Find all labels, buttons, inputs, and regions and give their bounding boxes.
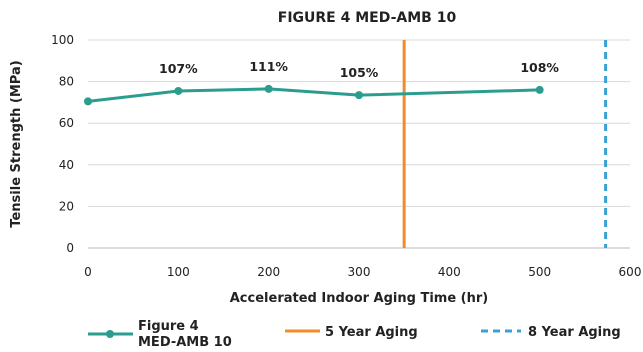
- y-axis: 0 20 40 60 80 100: [51, 33, 74, 255]
- data-label: 111%: [249, 59, 288, 74]
- data-label: 105%: [340, 65, 379, 80]
- chart-title: FIGURE 4 MED-AMB 10: [278, 10, 457, 26]
- y-tick-label: 80: [59, 75, 74, 89]
- y-tick-label: 20: [59, 199, 74, 213]
- legend-8-year-label: 8 Year Aging: [528, 325, 621, 340]
- series-line: [87, 87, 540, 103]
- data-labels: 107% 111% 105% 108%: [159, 59, 559, 80]
- x-tick-label: 500: [528, 265, 551, 279]
- y-tick-label: 60: [59, 116, 74, 130]
- legend-series-label-line-2: MED-AMB 10: [138, 335, 232, 350]
- x-tick-label: 100: [167, 265, 190, 279]
- y-axis-label: Tensile Strength (MPa): [9, 60, 24, 227]
- series-group: [84, 84, 544, 106]
- x-axis-label: Accelerated Indoor Aging Time (hr): [230, 291, 488, 306]
- legend-item-series: Figure 4 MED-AMB 10: [88, 319, 232, 350]
- x-tick-label: 200: [257, 265, 280, 279]
- legend-item-8-year-aging: 8 Year Aging: [481, 325, 621, 340]
- x-tick-label: 400: [438, 265, 461, 279]
- legend: Figure 4 MED-AMB 10 5 Year Aging 8 Year …: [88, 319, 621, 350]
- data-label: 107%: [159, 61, 198, 76]
- y-tick-label: 0: [66, 241, 74, 255]
- x-tick-label: 0: [84, 265, 92, 279]
- x-tick-label: 300: [348, 265, 371, 279]
- x-axis: 0 100 200 300 400 500 600: [84, 265, 641, 279]
- data-point: [174, 86, 183, 95]
- data-point: [535, 85, 544, 94]
- y-tick-label: 100: [51, 33, 74, 47]
- y-tick-label: 40: [59, 158, 74, 172]
- reference-lines: [402, 40, 608, 248]
- gridlines: [88, 39, 630, 207]
- data-point: [84, 97, 92, 106]
- x-tick-label: 600: [619, 265, 642, 279]
- legend-series-swatch-marker: [106, 330, 114, 338]
- legend-series-label: Figure 4 MED-AMB 10: [138, 319, 232, 350]
- legend-5-year-label: 5 Year Aging: [325, 325, 418, 340]
- data-point: [355, 91, 363, 100]
- data-point: [264, 84, 273, 93]
- data-label: 108%: [520, 60, 559, 75]
- legend-series-label-line-1: Figure 4: [138, 319, 199, 334]
- legend-item-5-year-aging: 5 Year Aging: [285, 325, 418, 340]
